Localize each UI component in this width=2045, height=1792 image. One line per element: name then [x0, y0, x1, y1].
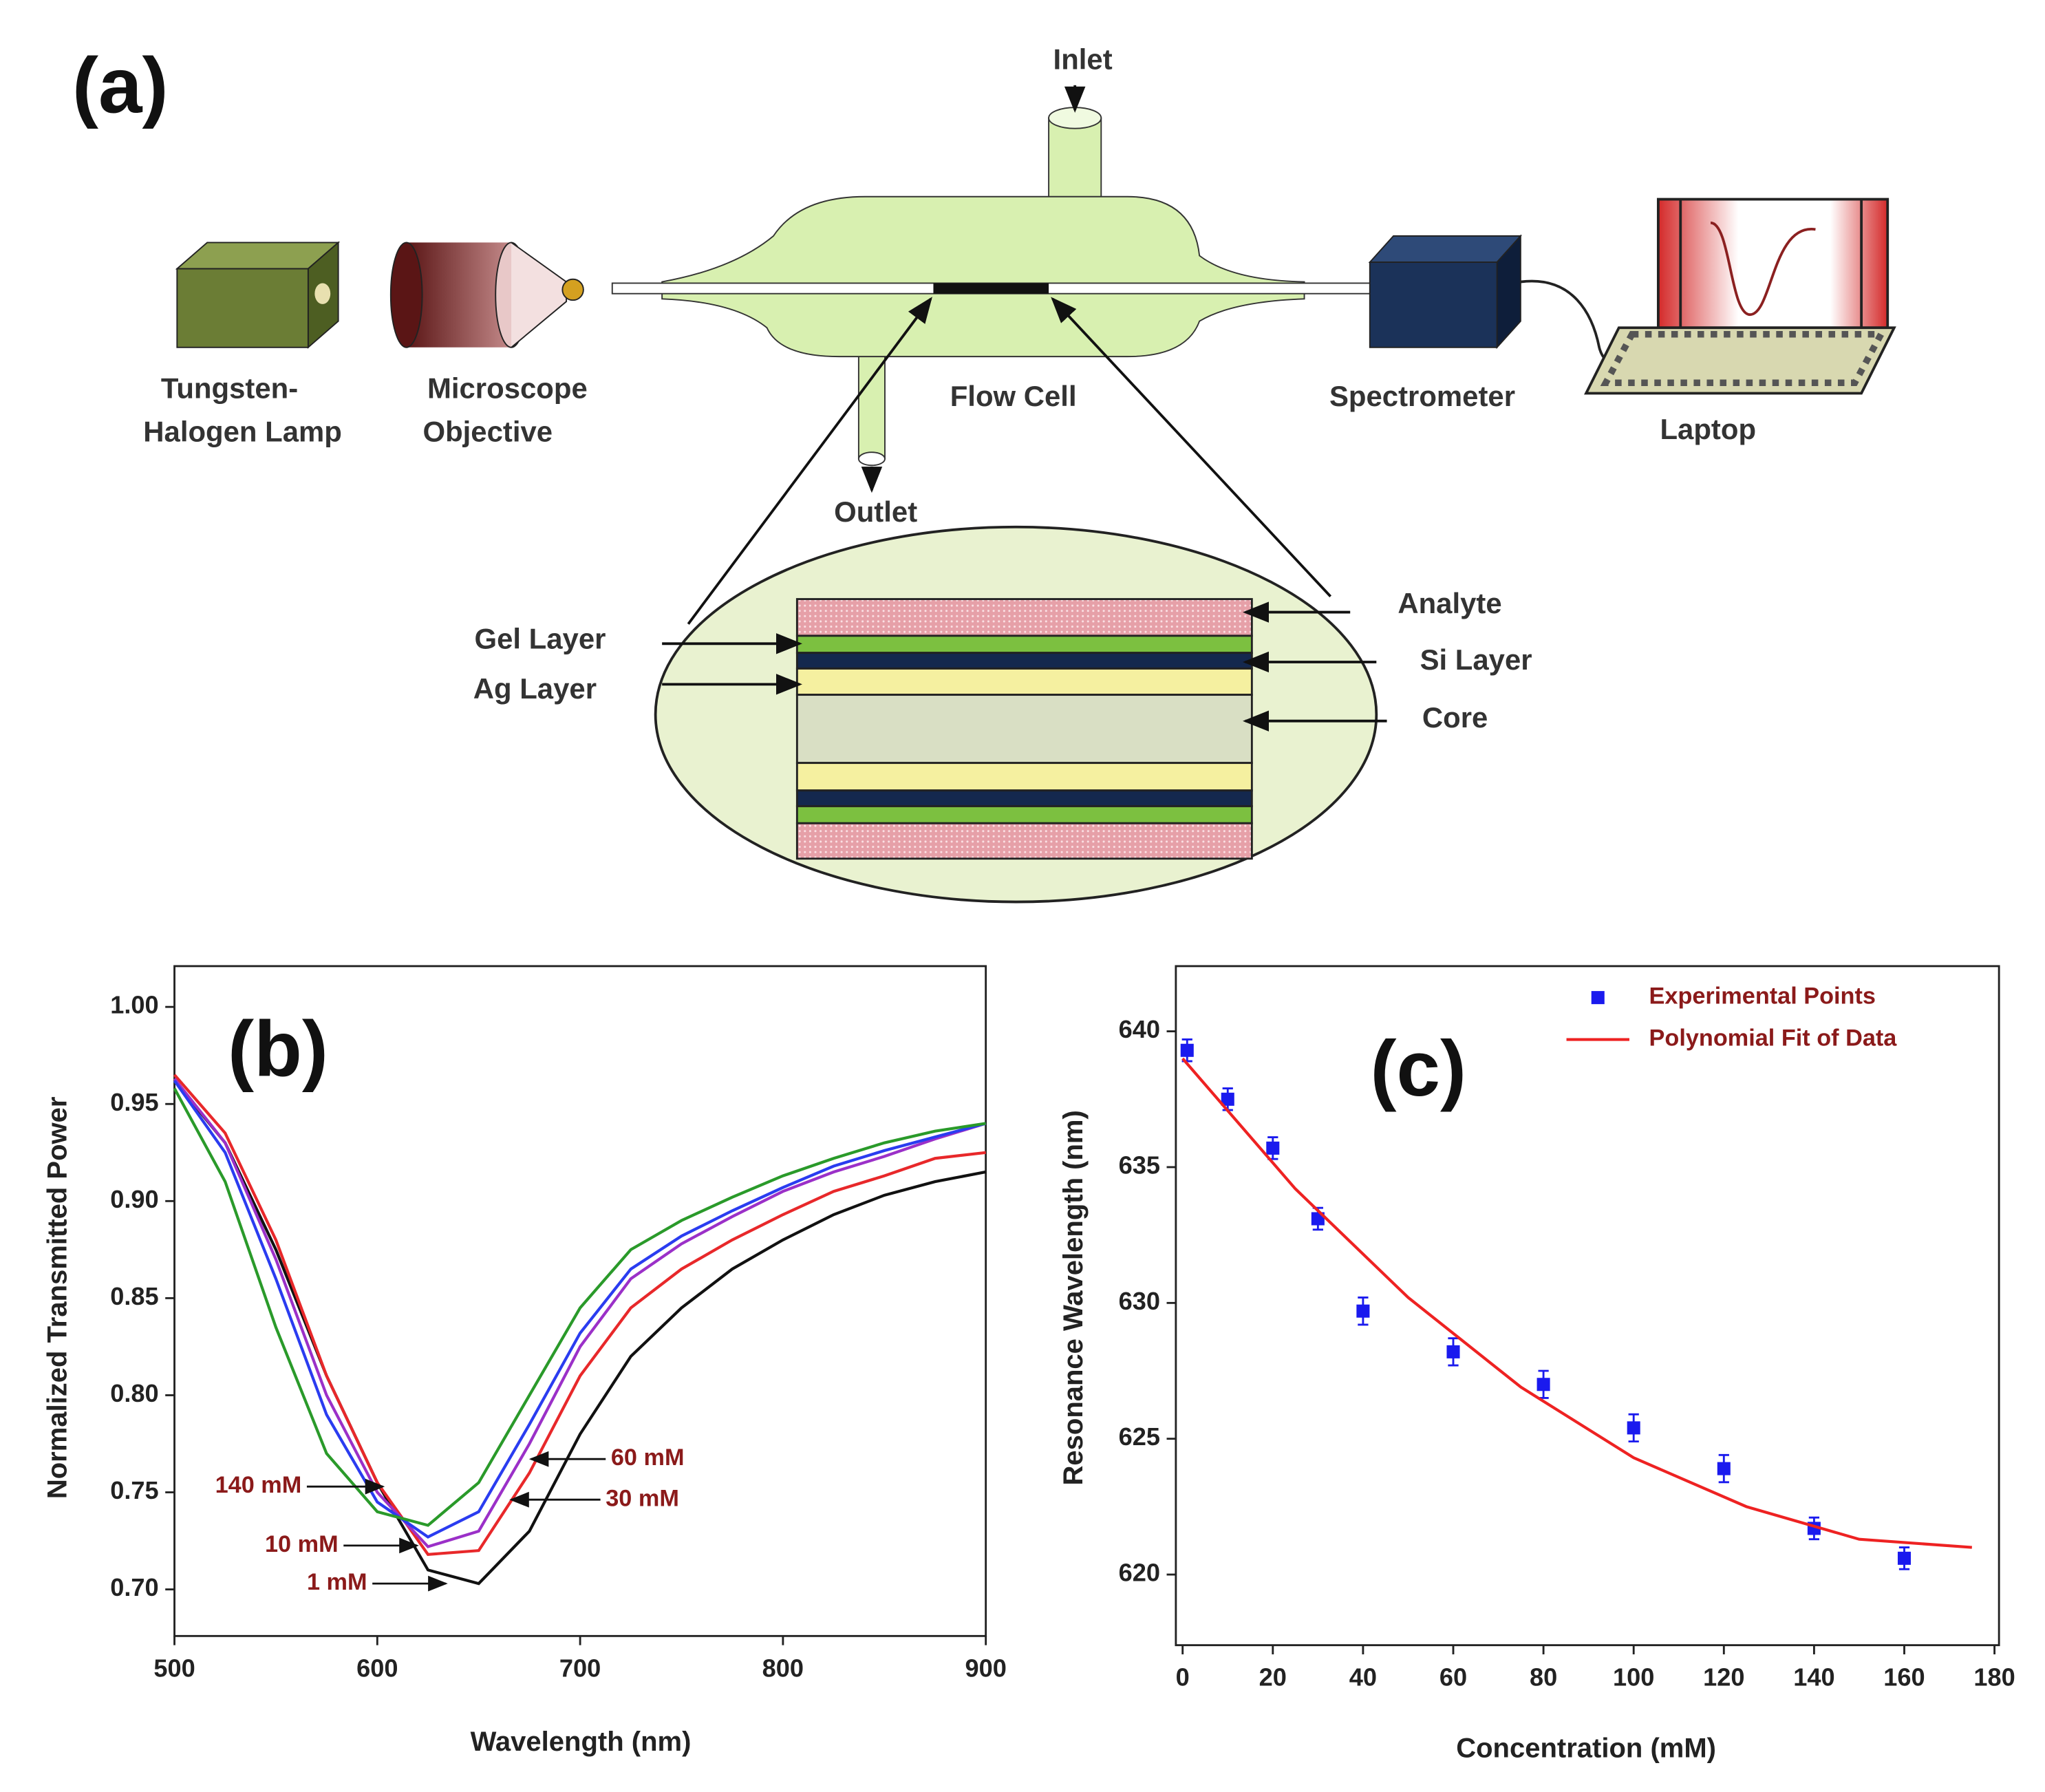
spectrum-line	[173, 1078, 987, 1548]
lamp-label: Halogen Lamp	[143, 416, 342, 448]
laptop-label: Laptop	[1660, 413, 1756, 445]
x-tick-label: 500	[153, 1654, 195, 1682]
objective-label: Microscope	[427, 372, 588, 405]
x-tick-label: 20	[1259, 1663, 1287, 1692]
spectrum-line	[173, 1080, 987, 1539]
flow-cell-label: Flow Cell	[950, 380, 1077, 412]
lamp-label: Tungsten-	[161, 372, 298, 405]
x-tick-label: 0	[1176, 1663, 1190, 1692]
data-point	[1180, 1043, 1194, 1057]
legend-label: Experimental Points	[1649, 983, 1876, 1010]
layer-label: Core	[1422, 701, 1488, 734]
y-axis-title: Resonance Wavelength (nm)	[1058, 1110, 1089, 1485]
x-tick-label: 700	[559, 1654, 601, 1682]
legend-marker	[1591, 991, 1605, 1005]
x-tick-label: 160	[1883, 1663, 1925, 1692]
x-tick-label: 100	[1613, 1663, 1654, 1692]
panel-label: (b)	[228, 1006, 328, 1094]
x-tick-label: 140	[1793, 1663, 1834, 1692]
y-tick-label: 0.90	[110, 1185, 158, 1213]
outlet-label: Outlet	[834, 495, 917, 528]
data-point	[1897, 1551, 1912, 1565]
spectrum-line	[173, 1074, 986, 1556]
plot-frame	[1175, 965, 2000, 1647]
y-tick-label: 620	[1119, 1559, 1160, 1587]
spectrum-line	[173, 1087, 986, 1527]
x-tick-label: 80	[1530, 1663, 1557, 1692]
data-point	[1446, 1345, 1460, 1358]
series-annotation: 140 mM	[215, 1472, 302, 1498]
x-tick-label: 900	[965, 1654, 1006, 1682]
series-annotation: 60 mM	[611, 1444, 685, 1471]
y-tick-label: 1.00	[110, 991, 158, 1019]
panel-label: (c)	[1370, 1025, 1466, 1113]
data-point	[1537, 1378, 1550, 1391]
x-tick-label: 600	[356, 1654, 398, 1682]
inlet-label: Inlet	[1053, 43, 1113, 76]
data-point	[1717, 1462, 1731, 1475]
x-tick-label: 60	[1439, 1663, 1467, 1692]
spectrometer-label: Spectrometer	[1329, 380, 1515, 412]
series-annotation: 1 mM	[307, 1569, 367, 1595]
y-tick-label: 0.70	[110, 1573, 158, 1601]
y-tick-label: 630	[1119, 1287, 1160, 1315]
panel-label: (a)	[72, 43, 169, 130]
data-point	[1627, 1421, 1640, 1435]
data-point	[1356, 1304, 1370, 1318]
layer-label: Gel Layer	[475, 623, 606, 655]
x-tick-label: 180	[1973, 1663, 2015, 1692]
x-tick-label: 40	[1349, 1663, 1377, 1692]
y-tick-label: 635	[1119, 1151, 1160, 1180]
y-tick-label: 625	[1119, 1422, 1160, 1451]
data-point	[1266, 1141, 1280, 1155]
y-tick-label: 0.85	[110, 1282, 158, 1310]
y-tick-label: 640	[1119, 1015, 1160, 1043]
setup-diagram: (a) Inlet Outlet Tungsten- Halogen Lamp …	[72, 43, 1896, 904]
fit-line	[1181, 1057, 1972, 1549]
data-point	[1221, 1092, 1234, 1106]
x-axis-title: Concentration (mM)	[1456, 1734, 1716, 1764]
layer-label: Si Layer	[1420, 643, 1532, 676]
layer-label: Analyte	[1398, 587, 1501, 619]
legend-label: Polynomial Fit of Data	[1649, 1025, 1898, 1052]
series-annotation: 30 mM	[606, 1485, 679, 1511]
y-tick-label: 0.80	[110, 1379, 158, 1407]
y-tick-label: 0.95	[110, 1088, 158, 1116]
x-tick-label: 120	[1703, 1663, 1744, 1692]
y-tick-label: 0.75	[110, 1476, 158, 1504]
x-tick-label: 800	[762, 1654, 804, 1682]
layer-label: Ag Layer	[473, 672, 597, 705]
objective-label: Objective	[423, 416, 553, 448]
y-axis-title: Normalized Transmitted Power	[42, 1097, 72, 1500]
series-annotation: 10 mM	[265, 1531, 339, 1557]
x-axis-title: Wavelength (nm)	[471, 1727, 692, 1757]
